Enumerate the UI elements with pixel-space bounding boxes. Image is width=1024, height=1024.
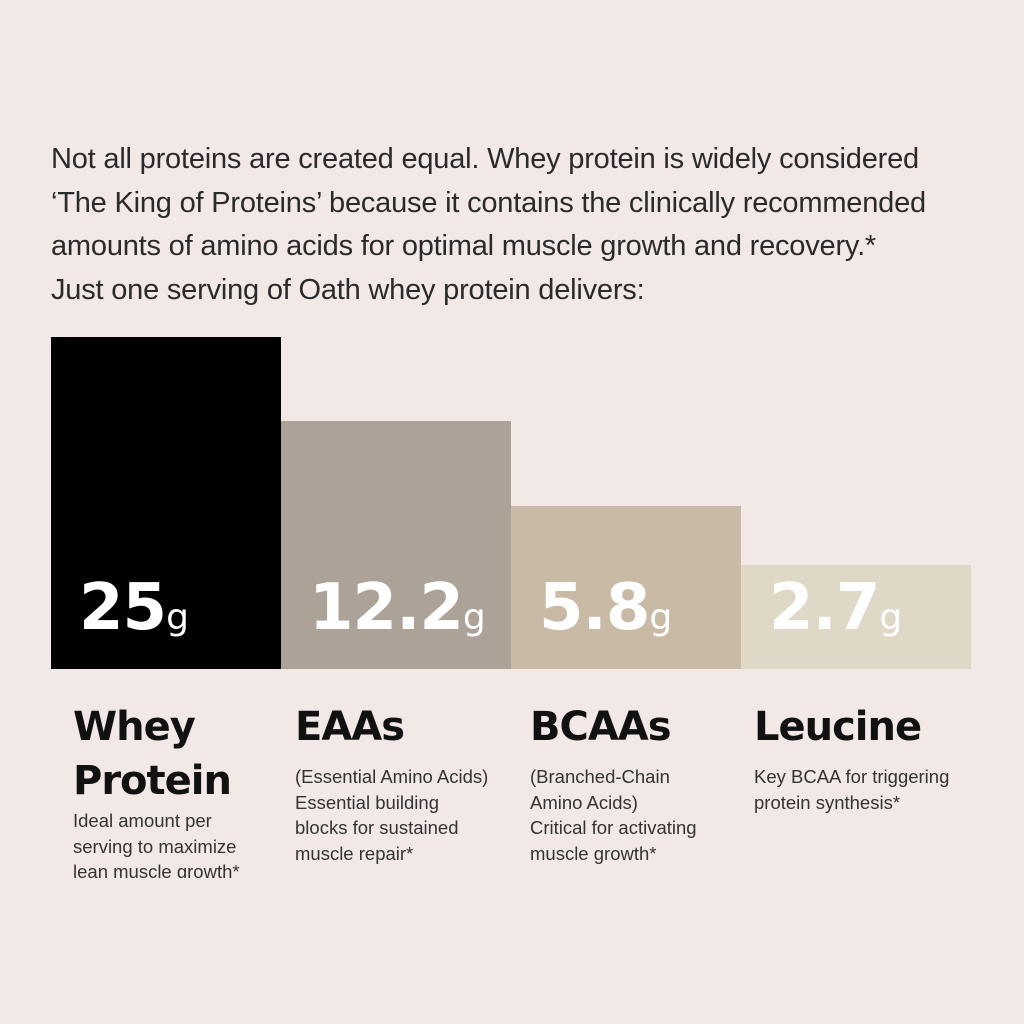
bar: 12.2g <box>281 421 511 669</box>
intro-line: ‘The King of Proteins’ because it contai… <box>51 186 926 219</box>
item-name: Leucine <box>754 704 922 750</box>
intro-line: Not all proteins are created equal. Whey… <box>51 143 919 175</box>
item-name: BCAAs <box>530 704 672 750</box>
item-description: Key BCAA for triggering protein synthesi… <box>754 766 950 813</box>
item-description: Ideal amount per serving to maximize lea… <box>73 810 240 878</box>
intro-line: Just one serving of Oath whey protein de… <box>51 273 645 306</box>
item-name: EAAs <box>295 704 405 750</box>
item-name: Whey Protein <box>73 704 232 804</box>
item: Leucine Key BCAA for triggering protein … <box>754 700 979 815</box>
value-label: 2.7g <box>769 571 903 645</box>
item-subtitle: (Branched-Chain Amino Acids) <box>530 766 670 813</box>
value-label: 12.2g <box>309 571 486 645</box>
item: EAAs (Essential Amino Acids) Essential b… <box>295 700 505 866</box>
value-label: 25g <box>79 571 189 645</box>
item-description: Critical for activating muscle growth* <box>530 817 697 864</box>
value-label: 5.8g <box>539 571 673 645</box>
bar: 5.8g <box>511 506 741 669</box>
bar: 2.7g <box>741 565 971 669</box>
intro-text: Not all proteins are created equal. Whey… <box>51 138 1011 312</box>
item-description: Essential building blocks for sustained … <box>295 791 459 864</box>
intro-line: amounts of amino acids for optimal muscl… <box>51 230 877 262</box>
item: Whey Protein Ideal amount per serving to… <box>73 700 273 878</box>
bar: 25g <box>51 337 281 669</box>
item: BCAAs (Branched-Chain Amino Acids) Criti… <box>530 700 725 866</box>
item-subtitle: (Essential Amino Acids) <box>295 766 489 787</box>
